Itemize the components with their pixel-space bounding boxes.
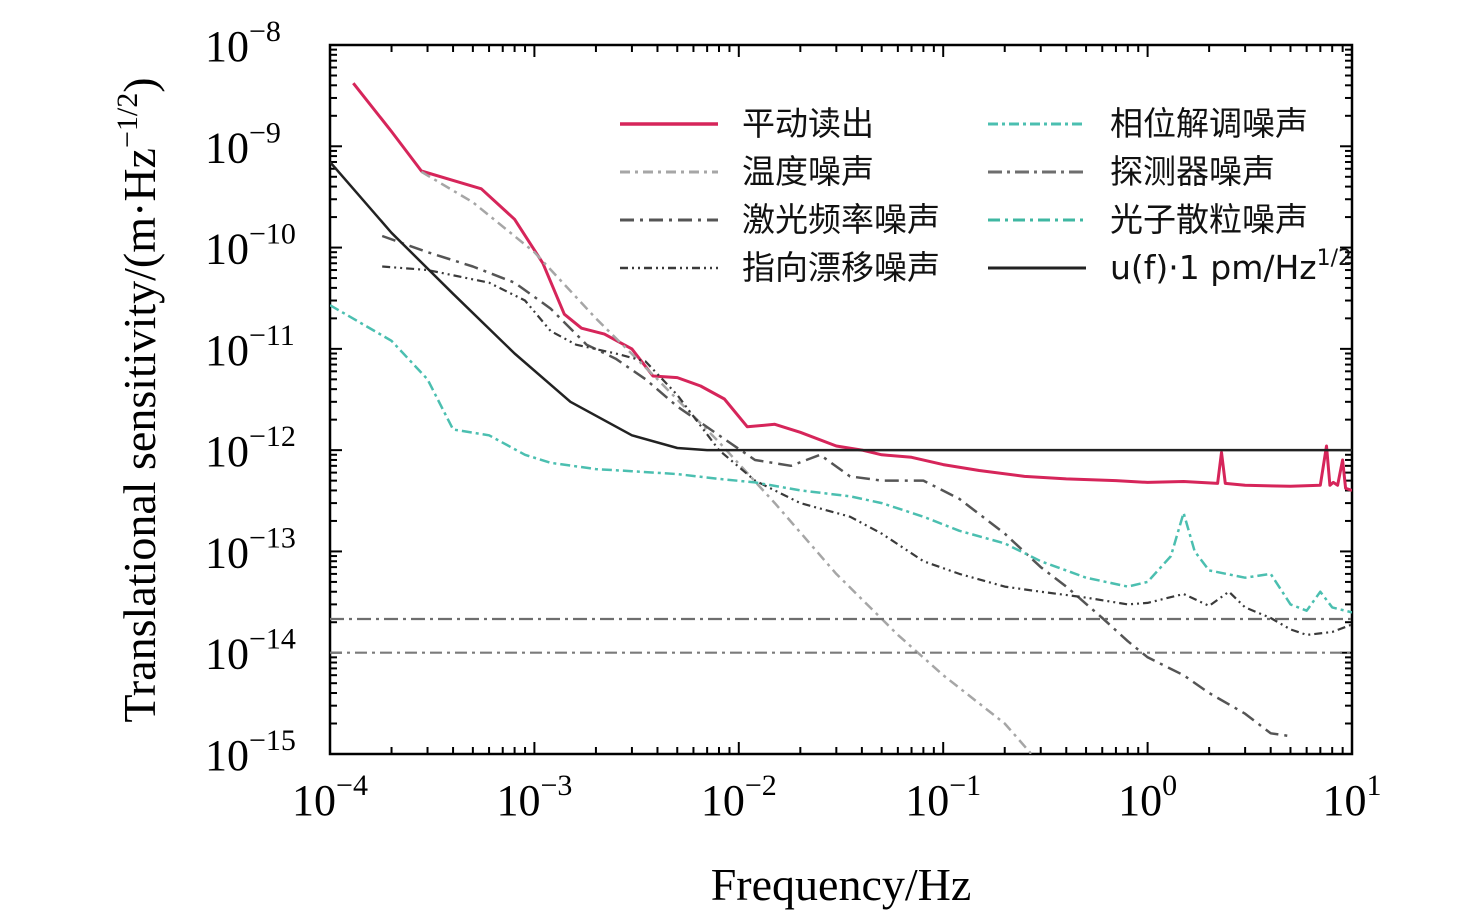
- y-axis-title-sup: −1/2: [111, 93, 144, 148]
- x-tick-label: 100: [1118, 769, 1177, 825]
- series-line-0: [352, 82, 1352, 492]
- legend-label: 激光频率噪声: [742, 200, 940, 239]
- legend-label: 探测器噪声: [1110, 152, 1275, 191]
- series-line-7: [330, 161, 1352, 452]
- y-axis-title: Translational sensitivity/(m·Hz−1/2): [111, 77, 165, 722]
- y-tick-label: 10−11: [205, 319, 295, 375]
- legend-label: 光子散粒噪声: [1110, 200, 1308, 239]
- x-axis-title: Frequency/Hz: [711, 859, 972, 910]
- legend-label: u(f)·1 pm/Hz1/2: [1110, 246, 1352, 287]
- y-axis-title-main: Translational sensitivity/(m·Hz: [114, 148, 165, 723]
- y-tick-label: 10−10: [205, 218, 296, 274]
- legend-label: 指向漂移噪声: [742, 248, 940, 287]
- x-tick-label: 10−4: [292, 769, 368, 825]
- legend-label: 温度噪声: [742, 152, 874, 191]
- y-tick-label: 10−12: [205, 420, 296, 476]
- y-tick-label: 10−13: [205, 521, 296, 577]
- y-tick-label: 10−15: [205, 724, 296, 780]
- y-axis-title-end: ): [114, 77, 165, 92]
- series-line-2: [381, 234, 1291, 738]
- plot-frame: [328, 43, 1354, 756]
- x-tick-label: 101: [1323, 769, 1382, 825]
- series-layer: [330, 82, 1352, 754]
- legend-label: 平动读出: [742, 104, 874, 143]
- x-tick-label: 10−1: [905, 769, 981, 825]
- y-tick-label: 10−9: [205, 116, 281, 172]
- series-line-4: [330, 304, 1352, 614]
- x-tick-label: 10−2: [701, 769, 777, 825]
- series-line-3: [382, 265, 1352, 637]
- x-tick-label: 10−3: [496, 769, 572, 825]
- legend-label: 相位解调噪声: [1110, 104, 1308, 143]
- y-tick-label: 10−8: [205, 15, 281, 71]
- y-tick-label: 10−14: [205, 623, 296, 679]
- axis-ticks: 10−4 10−3 10−2 10−1 100 101 10−8 10−9 10−10 10−11…: [205, 15, 1382, 825]
